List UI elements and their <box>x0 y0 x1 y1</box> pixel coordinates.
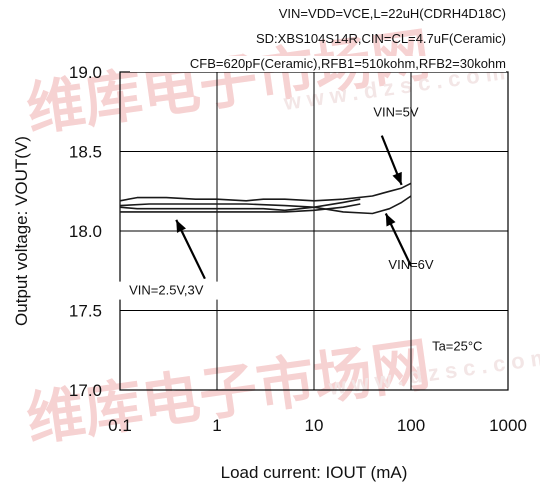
series-line-3 <box>119 198 361 212</box>
x-tick-label: 100 <box>397 416 425 435</box>
annotation-vin-6v: VIN=6V <box>388 257 433 272</box>
x-axis-label: Load current: IOUT (mA) <box>221 463 408 482</box>
condition-line-1: VIN=VDD=VCE,L=22uH(CDRH4D18C) <box>279 6 506 21</box>
y-tick-label: 18.5 <box>69 143 102 162</box>
annotation-bg <box>110 281 223 300</box>
y-tick-label: 18.0 <box>69 222 102 241</box>
text-layer: 0.1 1 10 100 1000 19.0 18.5 18.0 17.5 17.0 VIN=5V V… <box>12 6 527 482</box>
arrow-vin-2v5-3v-head <box>176 219 186 233</box>
condition-line-2: SD:XBS104S14R,CIN=CL=4.7uF(Ceramic) <box>256 31 506 46</box>
arrow-vin-5v-head <box>392 171 402 185</box>
arrow-layer <box>175 135 412 280</box>
series-line-1 <box>119 182 412 202</box>
x-tick-label: 10 <box>305 416 324 435</box>
series-layer <box>119 182 412 215</box>
series-line-2 <box>119 195 412 215</box>
annotation-vin-5v: VIN=5V <box>373 105 418 120</box>
x-tick-label: 1000 <box>489 416 527 435</box>
annotation-temperature: Ta=25°C <box>432 338 482 353</box>
x-tick-label: 0.1 <box>108 416 132 435</box>
y-tick-label: 17.0 <box>69 381 102 400</box>
y-tick-label: 17.5 <box>69 302 102 321</box>
series-line-4 <box>120 203 361 213</box>
y-axis-label: Output voltage: VOUT(V) <box>12 136 31 326</box>
condition-line-3: CFB=620pF(Ceramic),RFB1=510kohm,RFB2=30k… <box>190 56 506 71</box>
condition-bg <box>130 56 506 72</box>
y-tick-label: 19.0 <box>69 63 102 82</box>
x-tick-label: 1 <box>212 416 221 435</box>
annotation-vin-2v5-3v: VIN=2.5V,3V <box>129 283 204 298</box>
arrow-vin-6v-head <box>385 213 396 227</box>
